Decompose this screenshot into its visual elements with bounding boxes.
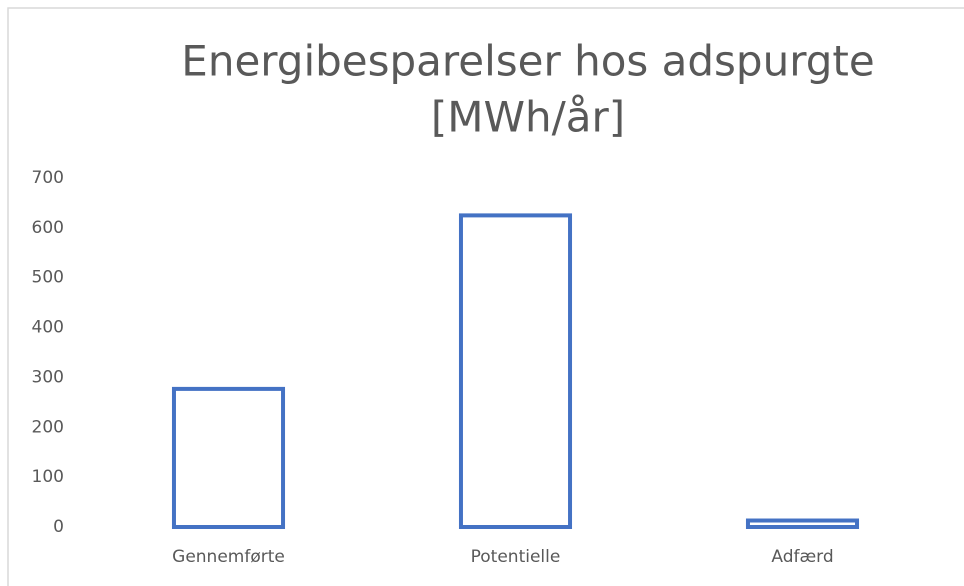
y-tick-label: 500 [32, 268, 64, 288]
y-tick-label: 200 [32, 417, 64, 437]
y-tick-label: 400 [32, 318, 64, 338]
x-tick-label: Adfærd [771, 547, 833, 567]
y-tick-label: 0 [53, 517, 64, 537]
y-tick-label: 100 [32, 467, 64, 487]
chart-title: Energibesparelser hos adspurgte [181, 37, 874, 86]
y-tick-label: 700 [32, 168, 64, 188]
y-tick-label: 600 [32, 218, 64, 238]
x-tick-label: Potentielle [471, 547, 561, 567]
bar [171, 386, 286, 529]
x-tick-label: Gennemførte [172, 547, 285, 567]
y-tick-label: 300 [32, 367, 64, 387]
bar [458, 213, 573, 529]
chart-title: [MWh/år] [431, 93, 625, 142]
bar [745, 518, 860, 529]
